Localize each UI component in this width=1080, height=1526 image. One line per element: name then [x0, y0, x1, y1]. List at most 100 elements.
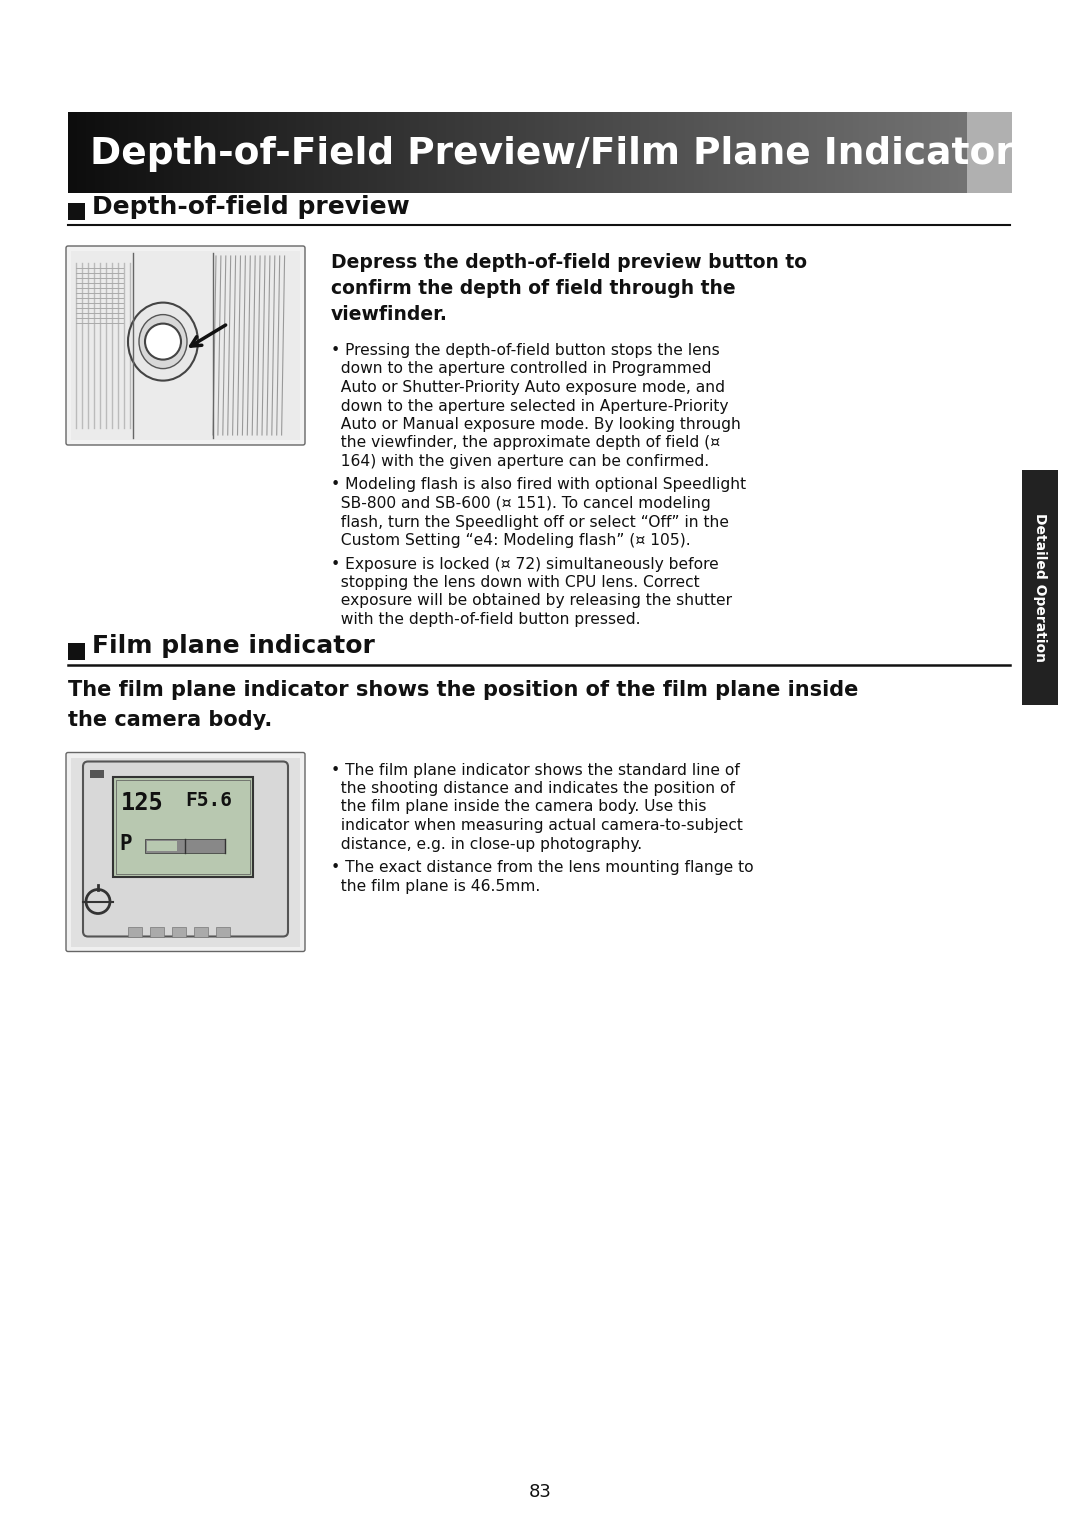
Bar: [485, 111, 488, 192]
Bar: [1022, 470, 1058, 705]
Bar: [739, 111, 743, 192]
Bar: [137, 111, 140, 192]
Bar: [686, 111, 689, 192]
Bar: [71, 111, 75, 192]
Bar: [216, 926, 230, 937]
Text: Custom Setting “e4: Modeling flash” (¤ 105).: Custom Setting “e4: Modeling flash” (¤ 1…: [330, 533, 690, 548]
Bar: [671, 111, 674, 192]
Bar: [502, 111, 507, 192]
Bar: [721, 111, 725, 192]
Bar: [745, 111, 748, 192]
Bar: [260, 111, 264, 192]
Bar: [659, 111, 662, 192]
Bar: [299, 111, 302, 192]
Bar: [380, 111, 383, 192]
Bar: [409, 111, 414, 192]
Text: 125: 125: [121, 790, 164, 815]
Bar: [446, 111, 449, 192]
Bar: [313, 111, 318, 192]
Bar: [566, 111, 569, 192]
Bar: [625, 111, 629, 192]
Bar: [152, 111, 156, 192]
Ellipse shape: [129, 302, 198, 380]
Bar: [781, 111, 785, 192]
Bar: [629, 111, 632, 192]
Bar: [134, 111, 137, 192]
Bar: [95, 111, 98, 192]
Bar: [392, 111, 395, 192]
Bar: [266, 111, 269, 192]
Bar: [541, 111, 545, 192]
Bar: [652, 111, 656, 192]
Text: The film plane indicator shows the position of the film plane inside: The film plane indicator shows the posit…: [68, 679, 859, 699]
Text: distance, e.g. in close-up photography.: distance, e.g. in close-up photography.: [330, 836, 643, 852]
Bar: [764, 111, 767, 192]
Circle shape: [145, 324, 181, 360]
Bar: [487, 111, 491, 192]
Bar: [254, 111, 257, 192]
Text: F5.6: F5.6: [185, 790, 232, 809]
Bar: [71, 757, 300, 946]
Bar: [578, 111, 581, 192]
Text: down to the aperture selected in Aperture-Priority: down to the aperture selected in Apertur…: [330, 398, 729, 414]
Bar: [448, 111, 453, 192]
Bar: [656, 111, 659, 192]
Bar: [757, 111, 760, 192]
Bar: [640, 111, 644, 192]
Bar: [482, 111, 485, 192]
Bar: [605, 111, 608, 192]
Bar: [68, 203, 85, 220]
Bar: [512, 111, 515, 192]
Bar: [335, 111, 338, 192]
Text: with the depth-of-field button pressed.: with the depth-of-field button pressed.: [330, 612, 640, 627]
Bar: [113, 777, 253, 876]
Bar: [649, 111, 652, 192]
Bar: [436, 111, 440, 192]
Bar: [287, 111, 291, 192]
Bar: [907, 111, 910, 192]
Bar: [904, 111, 907, 192]
Bar: [568, 111, 572, 192]
Bar: [227, 111, 230, 192]
Bar: [428, 111, 431, 192]
Bar: [158, 111, 161, 192]
Bar: [323, 111, 326, 192]
Bar: [892, 111, 895, 192]
Bar: [401, 111, 404, 192]
Ellipse shape: [139, 314, 187, 369]
Bar: [868, 111, 872, 192]
Bar: [901, 111, 905, 192]
Bar: [359, 111, 362, 192]
Bar: [433, 111, 437, 192]
Bar: [473, 111, 476, 192]
Bar: [703, 111, 706, 192]
Bar: [458, 111, 461, 192]
Bar: [353, 111, 356, 192]
Bar: [517, 111, 521, 192]
Bar: [272, 111, 275, 192]
Bar: [766, 111, 770, 192]
Bar: [951, 111, 956, 192]
Bar: [218, 111, 221, 192]
Bar: [140, 111, 144, 192]
Bar: [742, 111, 746, 192]
Text: Depress the depth-of-field preview button to: Depress the depth-of-field preview butto…: [330, 253, 807, 272]
Bar: [820, 111, 824, 192]
Bar: [230, 111, 233, 192]
Bar: [172, 926, 186, 937]
Bar: [634, 111, 638, 192]
Text: the film plane inside the camera body. Use this: the film plane inside the camera body. U…: [330, 800, 706, 815]
Bar: [407, 111, 410, 192]
Bar: [934, 111, 937, 192]
Bar: [170, 111, 174, 192]
Bar: [961, 111, 964, 192]
Bar: [92, 111, 95, 192]
Bar: [421, 111, 426, 192]
Bar: [521, 111, 524, 192]
Bar: [332, 111, 335, 192]
Bar: [544, 111, 548, 192]
Bar: [829, 111, 833, 192]
Bar: [127, 111, 132, 192]
Bar: [311, 111, 314, 192]
Bar: [374, 111, 377, 192]
